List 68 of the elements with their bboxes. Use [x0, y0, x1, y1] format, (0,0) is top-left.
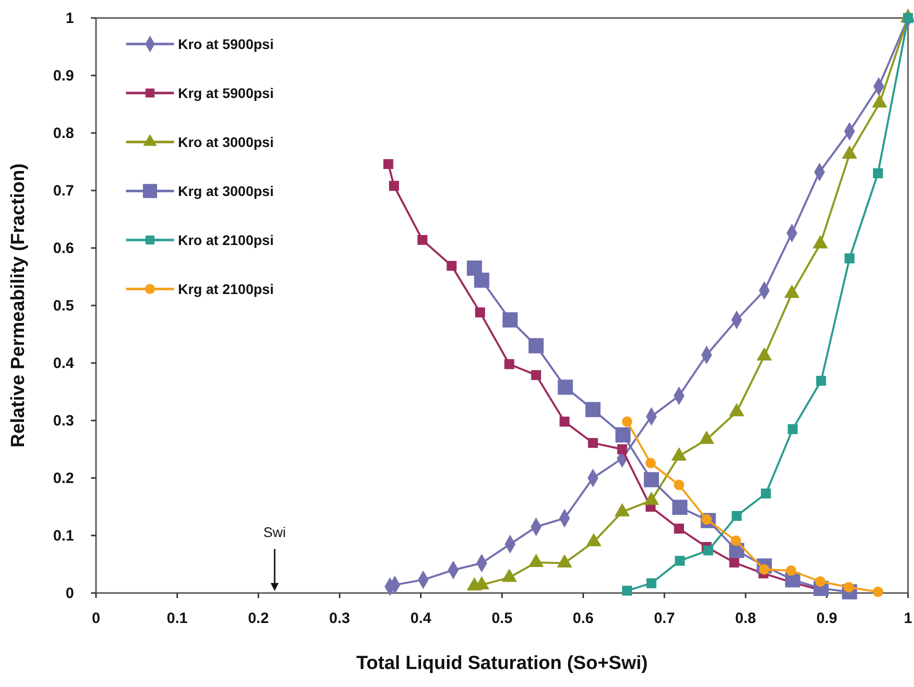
point [474, 272, 490, 288]
y-tick-label: 0.2 [53, 470, 74, 487]
point [703, 545, 714, 556]
y-tick-label: 0.6 [53, 240, 74, 257]
y-tick-label: 0.1 [53, 528, 74, 544]
point [417, 234, 428, 245]
point [622, 416, 632, 427]
x-tick-label: 0.6 [572, 610, 594, 627]
y-tick-label: 0.8 [53, 125, 74, 142]
point [615, 427, 631, 442]
point [475, 307, 486, 318]
point [588, 438, 598, 448]
point [872, 586, 884, 598]
y-tick-label: 0.7 [53, 182, 74, 200]
point [729, 558, 740, 568]
point [730, 535, 742, 546]
legend-label: Kro at 3000psi [178, 134, 274, 150]
point [788, 424, 798, 434]
point [617, 444, 628, 454]
y-tick-label: 0.3 [53, 412, 74, 430]
point [528, 338, 544, 354]
y-tick-label: 0.5 [53, 298, 74, 314]
point [389, 180, 399, 191]
point [786, 565, 796, 576]
y-tick-label: 0.4 [53, 355, 75, 372]
x-tick-label: 0.8 [735, 610, 756, 627]
point [872, 168, 883, 178]
point [672, 500, 688, 515]
point [622, 586, 632, 596]
legend-label: Kro at 5900psi [178, 36, 274, 52]
legend-label: Krg at 3000psi [178, 183, 274, 199]
x-tick-label: 0 [92, 610, 100, 627]
point [674, 524, 684, 534]
legend-label: Krg at 2100psi [178, 281, 274, 297]
y-tick-label: 1 [66, 10, 74, 27]
point [674, 480, 684, 490]
point [645, 458, 656, 468]
annotation: Swi [263, 524, 286, 540]
x-tick-label: 0.5 [492, 610, 512, 627]
x-axis-title: Total Liquid Saturation (So+Swi) [356, 653, 648, 674]
x-tick-label: 0.7 [654, 610, 675, 627]
point [844, 253, 855, 264]
point [816, 376, 826, 386]
point [732, 510, 742, 521]
point [558, 380, 573, 395]
point [531, 370, 542, 380]
point [760, 488, 771, 498]
point [502, 312, 518, 328]
y-tick-label: 0 [66, 585, 74, 602]
point [674, 556, 685, 566]
point [560, 416, 570, 427]
point [646, 578, 656, 588]
point [504, 359, 514, 370]
point [644, 472, 659, 488]
legend-label: Krg at 5900psi [178, 85, 274, 101]
x-tick-label: 0.4 [410, 610, 432, 627]
point [383, 159, 394, 170]
x-tick-label: 0.3 [329, 610, 350, 627]
point [815, 576, 826, 587]
y-tick-label: 0.9 [53, 68, 74, 84]
x-tick-label: 1 [904, 610, 912, 627]
y-axis-title: Relative Permeability (Fraction) [8, 163, 29, 448]
x-tick-label: 0.2 [248, 610, 269, 627]
legend-label: Kro at 2100psi [178, 232, 274, 248]
point [446, 260, 457, 271]
x-tick-label: 0.1 [166, 610, 188, 627]
x-tick-label: 0.9 [816, 610, 838, 627]
point [585, 402, 601, 418]
